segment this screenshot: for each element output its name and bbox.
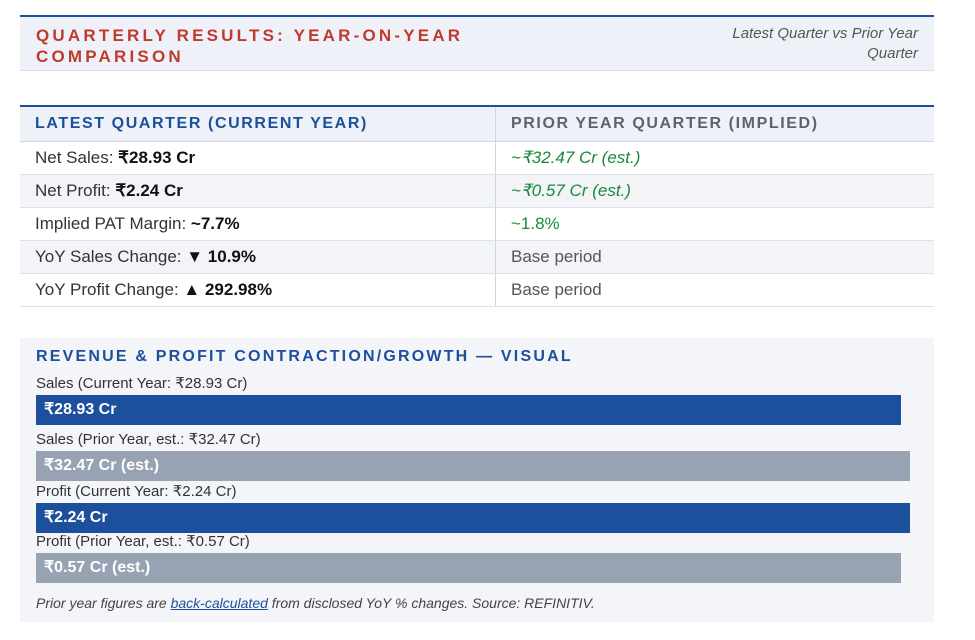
- cell-net-sales: Net Sales: ₹28.93 Cr: [20, 141, 496, 175]
- cell-prior-net-sales: ~₹32.47 Cr (est.): [495, 141, 934, 175]
- visual-section: REVENUE & PROFIT CONTRACTION/GROWTH — VI…: [20, 338, 934, 622]
- page-title: QUARTERLY RESULTS: YEAR-ON-YEAR COMPARIS…: [36, 26, 464, 66]
- cell-prior-yoy-sales: Base period: [495, 240, 934, 274]
- visual-title: REVENUE & PROFIT CONTRACTION/GROWTH — VI…: [36, 348, 573, 365]
- bar-label-0: Sales (Current Year: ₹28.93 Cr): [36, 375, 248, 392]
- col-header-current: LATEST QUARTER (CURRENT YEAR): [20, 105, 496, 142]
- bar-2: ₹2.24 Cr: [36, 503, 910, 533]
- table-row: YoY Sales Change: ▼ 10.9% Base period: [20, 240, 934, 274]
- bar-label-1: Sales (Prior Year, est.: ₹32.47 Cr): [36, 431, 261, 448]
- yoy-sales-value: ▼ 10.9%: [186, 247, 257, 266]
- report-header: QUARTERLY RESULTS: YEAR-ON-YEAR COMPARIS…: [20, 15, 934, 71]
- cell-prior-yoy-profit: Base period: [495, 273, 934, 307]
- cell-yoy-sales: YoY Sales Change: ▼ 10.9%: [20, 240, 496, 274]
- table-header-row: LATEST QUARTER (CURRENT YEAR) PRIOR YEAR…: [20, 105, 934, 142]
- cell-prior-pat-margin: ~1.8%: [495, 207, 934, 241]
- table-row: YoY Profit Change: ▲ 292.98% Base period: [20, 273, 934, 307]
- cell-prior-net-profit: ~₹0.57 Cr (est.): [495, 174, 934, 208]
- footnote: Prior year figures are back-calculated f…: [36, 595, 595, 611]
- bar-0: ₹28.93 Cr: [36, 395, 901, 425]
- cell-pat-margin: Implied PAT Margin: ~7.7%: [20, 207, 496, 241]
- pat-margin-value: ~7.7%: [190, 214, 240, 233]
- col-header-prior: PRIOR YEAR QUARTER (IMPLIED): [495, 105, 934, 142]
- bar-1: ₹32.47 Cr (est.): [36, 451, 910, 481]
- table-row: Net Sales: ₹28.93 Cr ~₹32.47 Cr (est.): [20, 141, 934, 175]
- table-row: Net Profit: ₹2.24 Cr ~₹0.57 Cr (est.): [20, 174, 934, 208]
- back-calculated-link[interactable]: back-calculated: [170, 595, 268, 611]
- table-row: Implied PAT Margin: ~7.7% ~1.8%: [20, 207, 934, 241]
- bar-label-3: Profit (Prior Year, est.: ₹0.57 Cr): [36, 533, 250, 550]
- cell-net-profit: Net Profit: ₹2.24 Cr: [20, 174, 496, 208]
- net-sales-value: ₹28.93 Cr: [118, 148, 196, 167]
- comparison-table: LATEST QUARTER (CURRENT YEAR) PRIOR YEAR…: [20, 105, 934, 307]
- cell-yoy-profit: YoY Profit Change: ▲ 292.98%: [20, 273, 496, 307]
- bar-label-2: Profit (Current Year: ₹2.24 Cr): [36, 483, 237, 500]
- net-profit-value: ₹2.24 Cr: [115, 181, 183, 200]
- page-subtitle: Latest Quarter vs Prior Year Quarter: [732, 25, 918, 62]
- bar-3: ₹0.57 Cr (est.): [36, 553, 901, 583]
- yoy-profit-value: ▲ 292.98%: [183, 280, 273, 299]
